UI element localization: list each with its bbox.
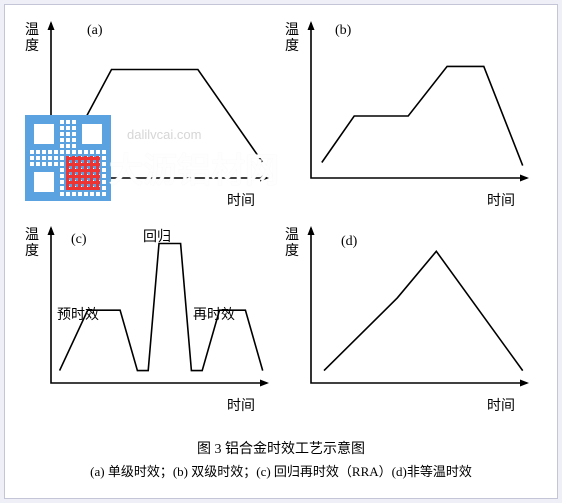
axis-y-label: 温度 [25,228,41,260]
axis-y-label: 温度 [25,23,41,55]
curve-peak-label: 再时效 [193,304,235,324]
figure-frame: 温度时间(a)温度时间(b)温度时间(c)预时效回归再时效温度时间(d) 图 3… [4,4,558,499]
axis-x-label: 时间 [227,395,255,415]
axis-y-label: 温度 [285,228,301,260]
panel-c: 温度时间(c)预时效回归再时效 [25,222,275,417]
axis-x-label: 时间 [487,395,515,415]
axis-y-label: 温度 [285,23,301,55]
panel-grid: 温度时间(a)温度时间(b)温度时间(c)预时效回归再时效温度时间(d) [25,17,539,417]
figure-caption-title: 图 3 铝合金时效工艺示意图 [5,438,557,458]
plot-svg [303,17,533,192]
watermark-brand: 大沥铝材网 [109,143,279,192]
aging-curve [322,66,523,165]
figure-caption-sub: (a) 单级时效；(b) 双级时效；(c) 回归再时效（RRA）(d)非等温时效 [5,461,557,480]
plot-svg [303,222,533,397]
aging-curve [324,251,523,370]
panel-b: 温度时间(b) [285,17,535,212]
qr-code-icon [25,115,111,201]
curve-peak-label: 回归 [143,226,171,246]
panel-d: 温度时间(d) [285,222,535,417]
axis-x-label: 时间 [227,190,255,210]
watermark-url: dalilvcai.com [127,127,201,142]
curve-peak-label: 预时效 [57,304,99,324]
axis-x-label: 时间 [487,190,515,210]
